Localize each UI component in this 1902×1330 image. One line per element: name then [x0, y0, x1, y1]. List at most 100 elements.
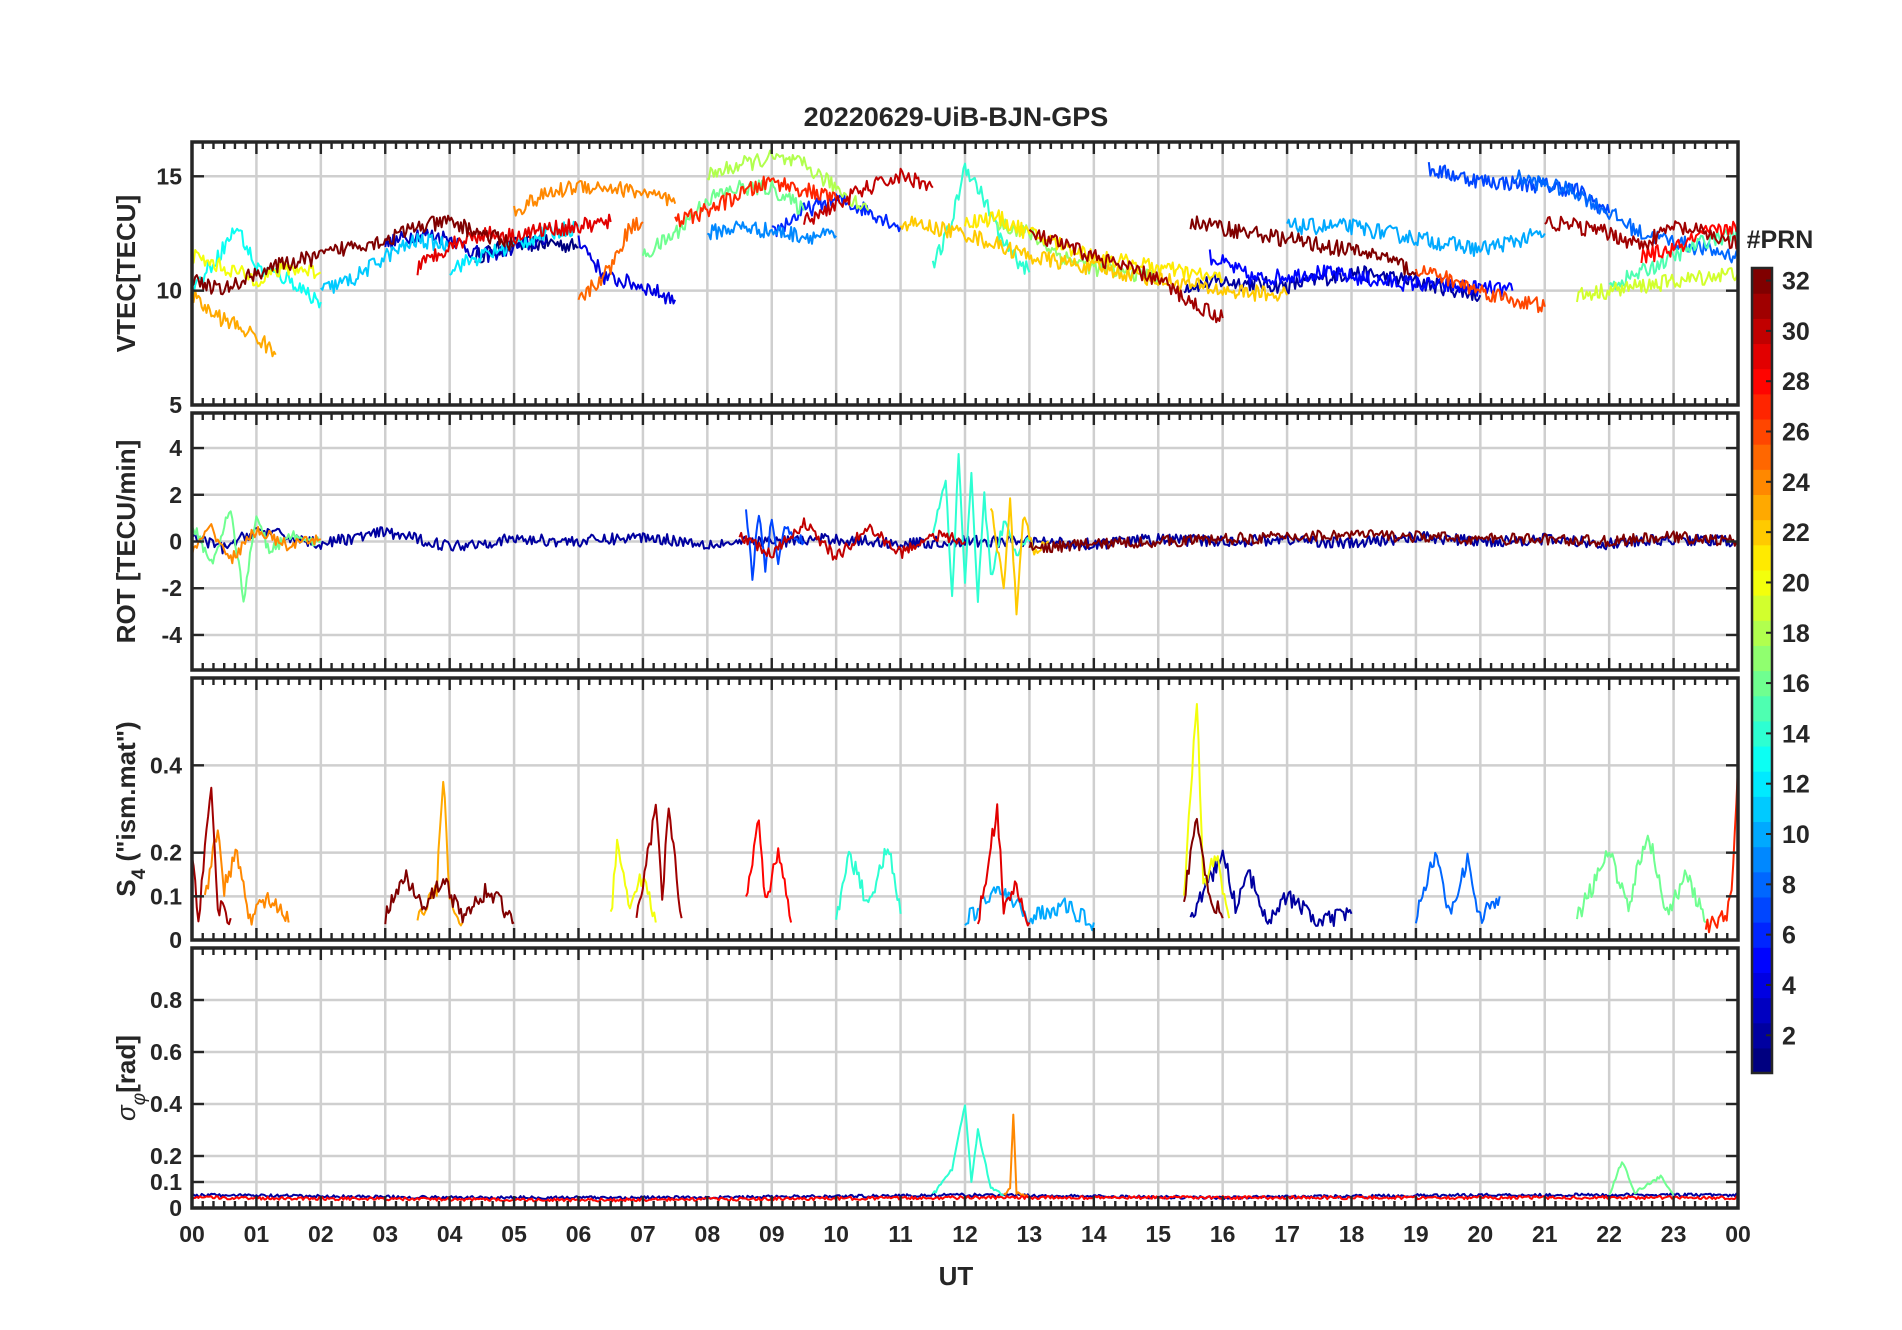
colorbar-tick-label: 32	[1782, 268, 1810, 296]
axes-frame	[190, 946, 1740, 1210]
x-tick-labels: 00 01 02 03 04 05 06 07 08 09 10 11 12 13 14 15 16 17 18 19…	[179, 1221, 1751, 1247]
series-prn-9	[707, 220, 837, 245]
y-tick-label: 4	[169, 435, 182, 461]
colorbar-segment	[1752, 620, 1772, 646]
series-group	[192, 453, 1738, 616]
x-tick-label: 17	[1274, 1221, 1300, 1247]
series-prn-32	[1183, 817, 1224, 919]
x-tick-label: 11	[888, 1221, 913, 1247]
colorbar-segment	[1752, 821, 1772, 848]
colorbar-segment	[1752, 972, 1772, 999]
y-tick-label: 0.2	[150, 1143, 182, 1169]
colorbar-segment	[1752, 393, 1772, 420]
series-prn-14	[931, 1104, 1004, 1197]
x-tick-label: 07	[630, 1221, 656, 1247]
x-tick-label: 22	[1596, 1221, 1622, 1247]
colorbar-tick-label: 4	[1782, 972, 1796, 1000]
x-tick-label: 01	[244, 1221, 270, 1247]
series-prn-24	[513, 180, 677, 217]
series-prn-31	[192, 786, 232, 926]
chart-title: 20220629-UiB-BJN-GPS	[804, 102, 1109, 132]
y-tick-label: 0.1	[150, 883, 182, 909]
colorbar-segment	[1752, 368, 1772, 395]
x-tick-label: 18	[1339, 1221, 1365, 1247]
series-group	[192, 149, 1738, 358]
y-tick-label: 0.1	[150, 1169, 182, 1195]
y-tick-label: 5	[169, 392, 182, 418]
series-prn-27	[674, 175, 838, 228]
series-prn-18	[706, 149, 870, 212]
colorbar-tick-label: 14	[1782, 720, 1810, 748]
series-prn-23	[416, 780, 464, 927]
colorbar-segment	[1752, 846, 1772, 873]
colorbar-tick-label: 26	[1782, 419, 1810, 447]
colorbar-segment	[1752, 670, 1772, 697]
series-group	[192, 703, 1738, 934]
colorbar-segment	[1752, 896, 1772, 923]
y-axis-label: S4 ("ism.mat")	[111, 721, 150, 896]
colorbar-tick-label: 6	[1782, 922, 1796, 950]
series-prn-32	[384, 869, 515, 925]
x-tick-label: 00	[179, 1221, 205, 1247]
series-prn-32	[192, 214, 515, 296]
series-prn-26	[1414, 265, 1546, 314]
x-tick-label: 23	[1661, 1221, 1687, 1247]
colorbar-segment	[1752, 771, 1772, 797]
colorbar-segment	[1752, 1047, 1772, 1074]
colorbar-segment	[1752, 947, 1772, 973]
colorbar-segment	[1752, 494, 1772, 521]
colorbar-segment	[1752, 268, 1772, 294]
colorbar-tick-label: 2	[1782, 1022, 1796, 1050]
y-tick-label: 10	[156, 278, 182, 304]
series-prn-23	[192, 289, 277, 358]
colorbar-segment	[1752, 544, 1772, 571]
series-prn-2	[1189, 849, 1353, 927]
series-prn-27	[1704, 765, 1738, 934]
panel-sigma_phi: 00.10.2 0.4 0.6 0.8σφ[rad]	[111, 946, 1740, 1221]
x-tick-label: 05	[501, 1221, 527, 1247]
colorbar-tick-label: 20	[1782, 569, 1810, 597]
colorbar-segment	[1752, 1022, 1772, 1049]
colorbar-segment	[1752, 293, 1772, 319]
series-prn-5	[1208, 249, 1514, 298]
colorbar-segment	[1752, 922, 1772, 948]
series-prn-19	[1576, 267, 1738, 303]
colorbar-segment	[1752, 645, 1772, 672]
series-prn-10	[1286, 217, 1546, 257]
colorbar-tick-label: 24	[1782, 469, 1810, 497]
x-tick-label: 15	[1145, 1221, 1171, 1247]
colorbar-segment	[1752, 569, 1772, 596]
y-tick-label: 0.2	[150, 840, 182, 866]
grid	[190, 413, 1740, 670]
x-tick-label: 13	[1017, 1221, 1043, 1247]
colorbar-segment	[1752, 469, 1772, 496]
series-prn-16	[192, 510, 322, 603]
x-tick-label: 06	[566, 1221, 592, 1247]
series-prn-22	[989, 497, 1050, 616]
panel-s4: 0 0.1 0.2 0.4S4 ("ism.mat")	[111, 676, 1740, 953]
colorbar-segment	[1752, 871, 1772, 898]
series-prn-24	[192, 523, 322, 565]
series-prn-8	[1414, 851, 1501, 924]
series-prn-16	[1576, 834, 1707, 924]
colorbar-tick-label: 16	[1782, 670, 1810, 698]
series-prn-6	[771, 192, 902, 238]
y-tick-label: 0	[169, 927, 182, 953]
colorbar-title: #PRN	[1747, 226, 1814, 254]
x-tick-label: 08	[695, 1221, 721, 1247]
series-prn-10	[964, 885, 1095, 932]
axes-frame	[190, 676, 1740, 942]
x-tick-label: 12	[952, 1221, 978, 1247]
series-prn-8	[1512, 169, 1738, 264]
colorbar-segment	[1752, 695, 1772, 722]
colorbar-tick-label: 30	[1782, 318, 1810, 346]
colorbar-tick-label: 22	[1782, 519, 1810, 547]
x-tick-label: 21	[1532, 1221, 1558, 1247]
axis-ticks: 00.10.2 0.4 0.6 0.8	[150, 948, 1740, 1221]
y-tick-label: 15	[156, 163, 182, 189]
y-tick-label: 0.8	[150, 987, 182, 1013]
y-tick-label: 0.6	[150, 1039, 182, 1065]
